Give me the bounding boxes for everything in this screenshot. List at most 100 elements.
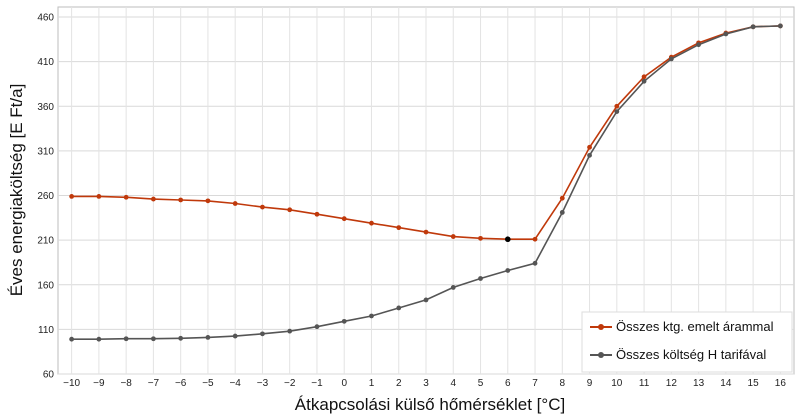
data-point bbox=[396, 225, 402, 231]
x-tick-label: 13 bbox=[693, 378, 705, 389]
y-tick-label: 410 bbox=[37, 57, 54, 68]
data-point bbox=[314, 324, 320, 330]
data-point bbox=[123, 194, 129, 200]
legend-box bbox=[581, 311, 793, 373]
x-tick-label: −3 bbox=[257, 378, 269, 389]
x-tick-label: −7 bbox=[148, 378, 160, 389]
data-point bbox=[505, 268, 511, 273]
data-point bbox=[69, 336, 75, 342]
data-point bbox=[96, 336, 102, 342]
y-tick-label: 60 bbox=[43, 370, 55, 381]
data-point bbox=[478, 235, 483, 241]
x-tick-label: 1 bbox=[369, 378, 375, 389]
y-tick-label: 460 bbox=[37, 13, 54, 24]
data-point bbox=[478, 276, 483, 281]
data-point bbox=[341, 216, 347, 222]
highlight-point bbox=[504, 236, 511, 243]
data-point bbox=[369, 313, 374, 319]
data-point bbox=[614, 103, 620, 109]
y-tick-label: 210 bbox=[37, 236, 54, 247]
y-axis-ticks: 60 110 160 210 260 310 360 410 460 bbox=[37, 13, 54, 381]
x-tick-label: 0 bbox=[341, 378, 347, 389]
data-point bbox=[559, 195, 565, 201]
x-tick-label: 4 bbox=[450, 378, 456, 389]
data-point bbox=[205, 198, 211, 204]
series-2 bbox=[69, 23, 783, 342]
data-point bbox=[532, 260, 538, 266]
x-tick-label: 6 bbox=[505, 378, 511, 389]
x-tick-label: 12 bbox=[666, 378, 678, 389]
data-point bbox=[587, 152, 592, 158]
data-point bbox=[423, 229, 429, 235]
x-tick-label: −1 bbox=[311, 378, 323, 389]
data-point bbox=[559, 210, 565, 215]
legend: Összes ktg. emelt árammal Összes költség… bbox=[581, 311, 793, 373]
x-axis-ticks: −10 −9 −8 −7 −6 −5 −4 −3 −2 −1 0 1 2 3 4 5 6 7 8 9 10 11 12 13 1… bbox=[63, 378, 786, 389]
data-point bbox=[723, 31, 729, 37]
x-tick-label: 14 bbox=[720, 378, 732, 389]
data-point bbox=[641, 78, 647, 84]
x-tick-label: 10 bbox=[611, 378, 623, 389]
x-tick-label: 8 bbox=[560, 378, 566, 389]
x-tick-label: −2 bbox=[284, 378, 296, 389]
data-point bbox=[151, 196, 156, 202]
data-point bbox=[641, 74, 647, 80]
x-tick-label: −4 bbox=[229, 378, 241, 389]
legend-marker-series-2 bbox=[598, 352, 604, 358]
data-point bbox=[260, 204, 265, 210]
data-point bbox=[123, 336, 129, 342]
data-point bbox=[369, 220, 374, 226]
grid bbox=[58, 7, 794, 375]
data-point bbox=[232, 333, 238, 339]
x-tick-label: 16 bbox=[775, 378, 787, 389]
data-point bbox=[287, 207, 293, 213]
x-tick-label: −6 bbox=[175, 378, 187, 389]
x-tick-label: 7 bbox=[532, 378, 538, 389]
x-tick-label: −8 bbox=[120, 378, 132, 389]
data-point bbox=[450, 285, 456, 290]
data-point bbox=[178, 197, 184, 203]
data-point bbox=[205, 335, 211, 340]
y-tick-label: 310 bbox=[37, 146, 54, 157]
series-layer bbox=[69, 23, 783, 342]
x-tick-label: 15 bbox=[748, 378, 760, 389]
data-point bbox=[450, 234, 456, 239]
legend-label-series-2: Összes költség H tarifával bbox=[616, 347, 766, 362]
x-tick-label: 11 bbox=[639, 378, 650, 389]
y-axis-title: Éves energiaköltség [E Ft/a] bbox=[7, 84, 26, 297]
data-point bbox=[314, 211, 320, 217]
data-point bbox=[69, 193, 75, 199]
data-point bbox=[587, 144, 592, 150]
y-tick-label: 110 bbox=[38, 325, 54, 336]
data-point bbox=[668, 56, 674, 62]
legend-label-series-1: Összes ktg. emelt árammal bbox=[616, 319, 774, 334]
x-tick-label: −9 bbox=[93, 378, 105, 389]
x-tick-label: 5 bbox=[478, 378, 484, 389]
data-point bbox=[777, 23, 783, 29]
data-point bbox=[423, 297, 429, 303]
y-tick-label: 260 bbox=[37, 191, 54, 202]
data-point bbox=[614, 109, 620, 115]
y-tick-label: 160 bbox=[37, 280, 54, 291]
data-point bbox=[341, 318, 347, 324]
data-point bbox=[396, 305, 402, 311]
data-point bbox=[532, 236, 538, 242]
x-tick-label: 9 bbox=[587, 378, 593, 389]
x-tick-label: 2 bbox=[396, 378, 402, 389]
data-point bbox=[151, 336, 156, 342]
legend-marker-series-1 bbox=[598, 324, 604, 330]
x-axis-title: Átkapcsolási külső hőmérséklet [°C] bbox=[295, 395, 565, 414]
data-point bbox=[260, 331, 265, 337]
data-point bbox=[287, 328, 293, 334]
x-tick-label: −5 bbox=[202, 378, 214, 389]
data-point bbox=[178, 335, 184, 341]
x-tick-label: 3 bbox=[423, 378, 429, 389]
y-tick-label: 360 bbox=[37, 102, 54, 113]
data-point bbox=[696, 42, 701, 48]
data-point bbox=[232, 201, 238, 206]
x-tick-label: −10 bbox=[63, 378, 80, 389]
data-point bbox=[750, 24, 756, 30]
data-point bbox=[96, 193, 102, 199]
